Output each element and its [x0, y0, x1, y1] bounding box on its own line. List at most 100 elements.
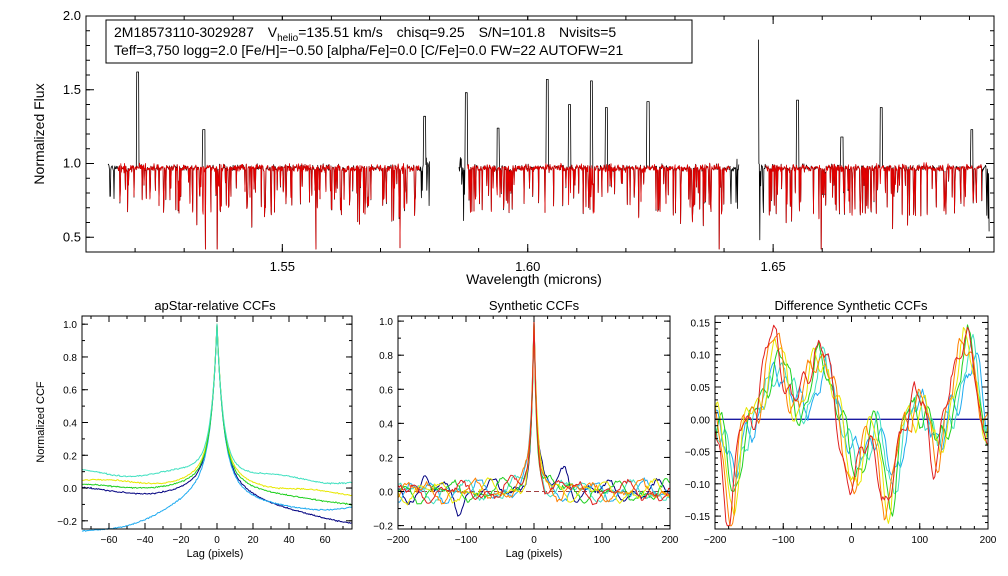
y-tick-label: 0.15 — [691, 318, 711, 329]
y-tick-label: 1.5 — [63, 82, 81, 97]
apstar-ccf-series-yellow — [81, 323, 353, 497]
v-helio-value: =135.51 km/s — [298, 24, 382, 40]
info-box — [105, 19, 693, 64]
synthetic-ccf-panel: Synthetic CCFs −200 −100 0 100 200 −0.2 0.0 0.2… — [373, 298, 679, 560]
y-tick-label: −0.05 — [685, 448, 711, 459]
synthetic-ccf-series-navy — [397, 320, 671, 517]
apstar-ccf-series-cyan — [81, 323, 352, 485]
y-tick-label: 0.0 — [63, 484, 77, 495]
apstar-ccf-ticks: −60 −40 −20 0 20 40 60 −0.2 0.0 0.2 0.4 0.6 0.8 1.0 — [57, 316, 352, 546]
apstar-ccf-series-navy — [81, 323, 353, 524]
x-tick-label: 0 — [531, 535, 537, 546]
apstar-ccf-frame — [81, 315, 353, 530]
difference-ccf-series-green — [714, 324, 989, 517]
y-tick-label: 0.2 — [63, 451, 77, 462]
y-tick-label: 0.8 — [379, 351, 393, 362]
synthetic-ccf-ticks: −200 −100 0 100 200 −0.2 0.0 0.2 0.4 0.6 0.8 1.0 — [373, 316, 679, 546]
difference-ccf-series-yellow — [714, 327, 989, 524]
spectrum-ticks: 1.55 1.60 1.65 0.5 1.0 1.5 2.0 — [63, 8, 994, 274]
difference-ccf-ticks: −200 −100 0 100 200 −0.15 −0.10 −0.05 0.00 0.05 0.… — [685, 315, 997, 546]
x-tick-label: −200 — [704, 535, 727, 546]
synthetic-ccf-series-green — [397, 320, 671, 505]
v-helio-prefix: V — [268, 24, 278, 40]
synthetic-ccf-series-red — [397, 320, 671, 506]
y-tick-label: 0.6 — [63, 386, 77, 397]
apstar-ccf-series-green — [81, 323, 353, 506]
synthetic-ccf-series-deep-sky — [397, 320, 671, 504]
spectrum-lines — [107, 39, 990, 250]
x-tick-label: 1.65 — [760, 259, 785, 274]
y-tick-label: 0.5 — [63, 229, 81, 244]
apstar-ccf-series-deep-sky — [81, 323, 353, 532]
apstar-ccf-title: apStar-relative CCFs — [154, 298, 276, 313]
x-tick-label: 40 — [283, 535, 295, 546]
x-tick-label: −40 — [137, 535, 154, 546]
x-tick-label: −200 — [387, 535, 410, 546]
synthetic-ccf-title: Synthetic CCFs — [489, 298, 580, 313]
difference-ccf-title: Difference Synthetic CCFs — [775, 298, 928, 313]
spectrum-observed-line — [107, 71, 430, 250]
spectrum-observed-line — [458, 79, 740, 250]
difference-ccf-panel: Difference Synthetic CCFs −200 −100 0 100 20… — [685, 298, 997, 546]
y-tick-label: 0.10 — [691, 351, 711, 362]
info-line-2: Teff=3,750 logg=2.0 [Fe/H]=−0.50 [alpha/… — [114, 42, 623, 58]
spectrum-model-line — [764, 162, 983, 250]
apstar-ccf-x-axis-label: Lag (pixels) — [187, 548, 244, 560]
difference-ccf-lines — [714, 324, 989, 527]
x-tick-label: 100 — [594, 535, 611, 546]
x-tick-label: 200 — [980, 535, 997, 546]
apstar-ccf-panel: apStar-relative CCFs −60 −40 −20 0 20 40 60 −0.… — [35, 298, 353, 560]
spectrum-y-axis-label: Normalized Flux — [31, 83, 47, 184]
synthetic-ccf-series-orange — [397, 320, 671, 505]
y-tick-label: 0.4 — [63, 419, 77, 430]
y-tick-label: 0.4 — [379, 419, 393, 430]
x-tick-label: 0 — [849, 535, 855, 546]
x-tick-label: 20 — [247, 535, 259, 546]
nvisits-value: Nvisits=5 — [559, 24, 616, 40]
x-tick-label: −20 — [173, 535, 190, 546]
spectrum-observed-line — [758, 39, 990, 250]
y-tick-label: 0.0 — [379, 488, 393, 499]
synthetic-ccf-series-yellow — [397, 320, 671, 506]
y-tick-label: 0.2 — [379, 453, 393, 464]
y-tick-label: −0.10 — [685, 480, 711, 491]
object-id: 2M18573110-3029287 — [114, 24, 254, 40]
x-tick-label: −60 — [101, 535, 118, 546]
difference-ccf-series-deep-sky — [714, 352, 989, 479]
y-tick-label: 0.05 — [691, 383, 711, 394]
x-tick-label: 200 — [662, 535, 679, 546]
y-tick-label: 1.0 — [63, 320, 77, 331]
x-tick-label: 1.55 — [270, 259, 295, 274]
x-tick-label: 100 — [911, 535, 928, 546]
sn-value: S/N=101.8 — [479, 24, 546, 40]
synthetic-ccf-lines — [397, 320, 671, 517]
v-helio-subscript: helio — [277, 33, 299, 44]
difference-ccf-series-red — [714, 324, 989, 527]
spectrum-x-axis-label: Wavelength (microns) — [466, 271, 602, 287]
y-tick-label: 0.8 — [63, 353, 77, 364]
y-tick-label: −0.2 — [57, 517, 77, 528]
x-tick-label: 0 — [214, 535, 220, 546]
synthetic-ccf-x-axis-label: Lag (pixels) — [506, 548, 563, 560]
synthetic-ccf-series-cyan — [398, 320, 671, 505]
y-tick-label: 1.0 — [379, 317, 393, 328]
y-tick-label: 1.0 — [63, 156, 81, 171]
x-tick-label: −100 — [455, 535, 478, 546]
y-tick-label: −0.2 — [373, 522, 393, 533]
info-line-1: 2M18573110-3029287 Vhelio=135.51 km/s ch… — [114, 24, 616, 44]
difference-ccf-series-cyan — [714, 333, 989, 495]
chisq-value: chisq=9.25 — [397, 24, 465, 40]
x-tick-label: 1.60 — [515, 259, 540, 274]
y-tick-label: 0.00 — [691, 415, 711, 426]
spectrum-model-line — [466, 162, 731, 250]
difference-ccf-series-orange — [714, 332, 989, 527]
y-tick-label: −0.15 — [685, 512, 711, 523]
x-tick-label: −100 — [772, 535, 795, 546]
y-tick-label: 0.6 — [379, 385, 393, 396]
spectrum-model-line — [117, 162, 420, 250]
apstar-ccf-lines — [81, 323, 353, 532]
y-tick-label: 2.0 — [63, 8, 81, 23]
spectrum-panel: 1.55 1.60 1.65 0.5 1.0 1.5 2.0 Normalized Flux… — [31, 8, 995, 287]
x-tick-label: 60 — [319, 535, 331, 546]
